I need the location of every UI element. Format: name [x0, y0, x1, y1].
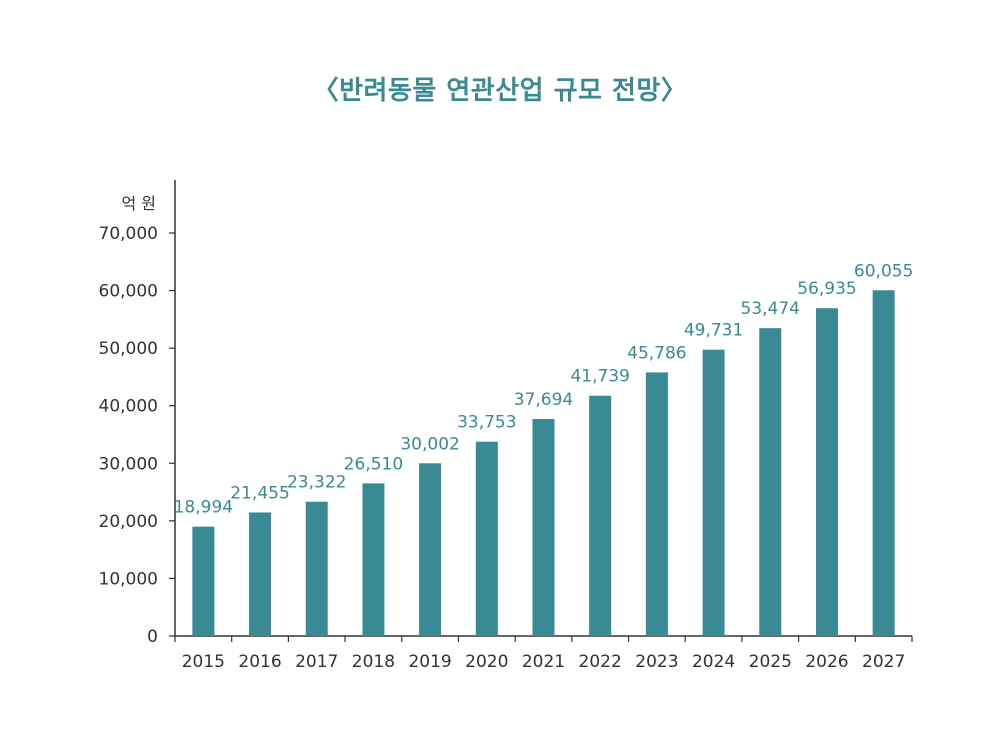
data-label: 41,739 [570, 367, 629, 387]
data-label: 26,510 [344, 454, 403, 474]
x-tick-label: 2021 [522, 652, 565, 672]
chart-title: 〈반려동물 연관산업 규모 전망〉 [312, 76, 688, 106]
data-label: 30,002 [400, 434, 459, 454]
bar [362, 483, 385, 636]
data-label: 60,055 [854, 261, 913, 281]
x-tick-label: 2015 [182, 652, 225, 672]
x-tick-label: 2018 [352, 652, 395, 672]
data-label: 45,786 [627, 343, 686, 363]
bar [645, 372, 668, 636]
y-tick-label: 60,000 [99, 282, 158, 302]
x-tick-label: 2019 [408, 652, 451, 672]
bar [532, 418, 555, 636]
x-tick-label: 2023 [635, 652, 678, 672]
bar [589, 395, 612, 636]
data-label: 53,474 [741, 299, 800, 319]
data-label: 49,731 [684, 321, 743, 341]
data-label: 23,322 [287, 473, 346, 493]
x-tick-label: 2025 [749, 652, 792, 672]
y-tick-label: 30,000 [99, 454, 158, 474]
bar [872, 290, 895, 636]
x-tick-label: 2024 [692, 652, 735, 672]
y-tick-label: 70,000 [99, 224, 158, 244]
bar [759, 328, 782, 636]
data-label: 33,753 [457, 413, 516, 433]
x-tick-label: 2022 [579, 652, 622, 672]
y-tick-label: 10,000 [99, 569, 158, 589]
x-tick-label: 2016 [238, 652, 281, 672]
x-tick-label: 2026 [805, 652, 848, 672]
data-label: 18,994 [174, 498, 233, 518]
y-tick-label: 40,000 [99, 397, 158, 417]
bar [702, 349, 725, 636]
bar [249, 512, 272, 636]
y-tick-label: 0 [147, 627, 158, 647]
bars [192, 290, 895, 636]
y-axis-unit-label: 억 원 [121, 194, 156, 213]
bar [419, 463, 442, 636]
x-tick-label: 2020 [465, 652, 508, 672]
data-label: 21,455 [230, 483, 289, 503]
data-label: 37,694 [514, 390, 573, 410]
bar [305, 501, 328, 636]
bar [475, 441, 498, 636]
y-tick-label: 20,000 [99, 512, 158, 532]
axes: 0 10,000 20,000 30,000 40,000 50,000 60,000 70,… [99, 180, 913, 672]
x-tick-label: 2027 [862, 652, 905, 672]
x-tick-label: 2017 [295, 652, 338, 672]
bar [192, 526, 215, 636]
bar [815, 308, 838, 636]
y-tick-label: 50,000 [99, 339, 158, 359]
data-label: 56,935 [797, 279, 856, 299]
